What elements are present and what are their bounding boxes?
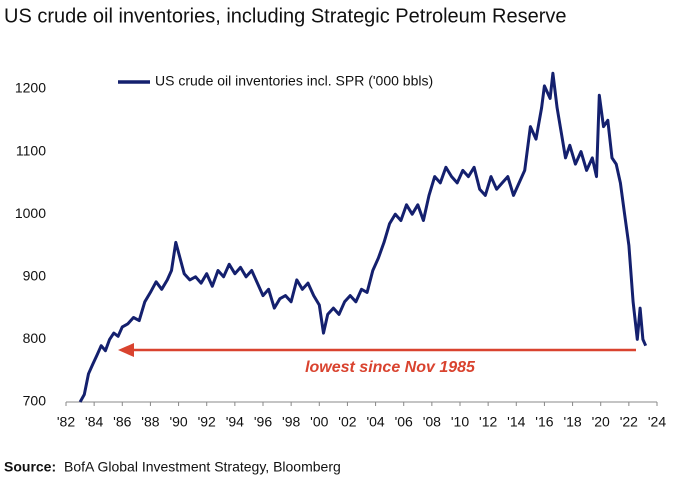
- x-tick-label: '92: [198, 414, 216, 430]
- x-tick-label: '14: [507, 414, 525, 430]
- data-line: [78, 71, 648, 403]
- x-tick-label: '22: [620, 414, 638, 430]
- x-tick-label: '90: [169, 414, 187, 430]
- x-tick-label: '16: [535, 414, 553, 430]
- x-tick-label: '04: [366, 414, 384, 430]
- x-tick-label: '06: [395, 414, 413, 430]
- x-tick-label: '24: [648, 414, 666, 430]
- x-tick-label: '00: [310, 414, 328, 430]
- x-tick-label: '12: [479, 414, 497, 430]
- x-tick-label: '84: [85, 414, 103, 430]
- arrow-head: [118, 343, 134, 357]
- legend-label: US crude oil inventories incl. SPR ('000…: [155, 73, 433, 89]
- source-label: Source:: [4, 459, 56, 475]
- x-tick-label: '86: [113, 414, 131, 430]
- annotation: lowest since Nov 1985: [305, 359, 476, 376]
- x-tick-label: '88: [141, 414, 159, 430]
- source-text: BofA Global Investment Strategy, Bloombe…: [64, 459, 341, 475]
- chart-title: US crude oil inventories, including Stra…: [4, 5, 567, 27]
- x-tick-label: '10: [451, 414, 469, 430]
- x-tick-label: '94: [226, 414, 244, 430]
- y-tick-label: 700: [23, 393, 47, 409]
- x-tick-label: '08: [423, 414, 441, 430]
- y-tick-label: 1200: [15, 80, 46, 96]
- x-tick-label: '96: [254, 414, 272, 430]
- x-tick-label: '18: [563, 414, 581, 430]
- y-tick-label: 1100: [16, 142, 46, 158]
- y-tick-label: 900: [23, 268, 47, 284]
- x-tick-label: '98: [282, 414, 300, 430]
- x-tick-label: '02: [338, 414, 356, 430]
- x-tick-label: '82: [57, 414, 75, 430]
- y-tick-label: 1000: [15, 205, 46, 221]
- y-tick-label: 800: [23, 330, 47, 346]
- x-tick-label: '20: [592, 414, 610, 430]
